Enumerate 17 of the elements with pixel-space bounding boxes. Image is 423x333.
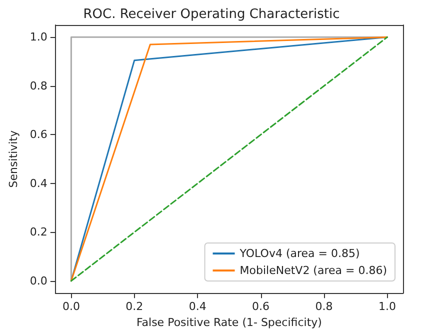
y-tick-label: 0.2: [30, 226, 48, 239]
legend-label: YOLOv4 (area = 0.85): [238, 247, 360, 260]
legend-label: MobileNetV2 (area = 0.86): [240, 264, 388, 277]
x-tick-label: 0.6: [252, 300, 270, 314]
y-tick-label: 0.4: [30, 176, 48, 190]
x-tick-label: 0.2: [126, 300, 144, 314]
y-axis-title: Sensitivity: [7, 130, 20, 188]
x-tick-label: 0.4: [188, 300, 206, 314]
y-tick-label: 0.0: [30, 274, 48, 288]
chart-title: ROC. Receiver Operating Characteristic: [83, 7, 340, 22]
x-axis-title: False Positive Rate (1- Specificity): [136, 316, 322, 329]
y-tick-label: 0.6: [30, 128, 48, 142]
x-tick-label: 0.8: [315, 300, 333, 314]
x-tick-label: 0.0: [62, 300, 80, 314]
x-tick-label: 1.0: [378, 300, 396, 314]
y-tick-label: 0.8: [30, 79, 48, 92]
y-tick-label: 1.0: [30, 30, 48, 44]
